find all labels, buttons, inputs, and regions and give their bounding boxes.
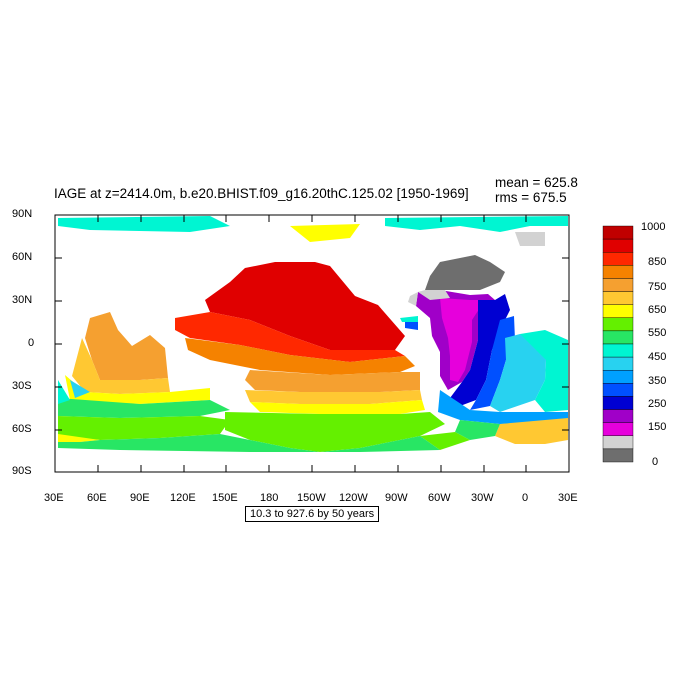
colorbar-box: [602, 278, 634, 292]
lon-label: 30W: [471, 492, 494, 504]
lat-label-60s: 60S: [12, 423, 32, 435]
lat-label-eq: 0: [28, 337, 35, 349]
lat-label-30s: 30S: [12, 380, 32, 392]
lon-label: 0: [522, 492, 529, 504]
plot-title: IAGE at z=2414.0m, b.e20.BHIST.f09_g16.2…: [54, 186, 469, 201]
lon-label: 150W: [297, 492, 326, 504]
lon-label: 90W: [385, 492, 408, 504]
colorbar-box: [602, 291, 634, 305]
colorbar-box: [602, 252, 634, 266]
colorbar-label: 350: [648, 375, 667, 387]
colorbar-box: [602, 304, 634, 318]
colorbar-box: [602, 238, 634, 253]
colorbar-box: [602, 330, 634, 345]
colorbar-label: 850: [648, 256, 667, 268]
colorbar-label: 650: [648, 304, 667, 316]
lon-label: 60W: [428, 492, 451, 504]
lon-label: 60E: [87, 492, 107, 504]
range-label: 10.3 to 927.6 by 50 years: [245, 506, 380, 522]
colorbar-box: [602, 396, 634, 410]
colorbar-box: [602, 356, 634, 371]
colorbar-label: 150: [648, 421, 667, 433]
rms-value: rms = 675.5: [495, 190, 567, 205]
ocean-field: [58, 216, 568, 452]
colorbar-label: 750: [648, 281, 667, 293]
colorbar-label: 1000: [641, 221, 666, 233]
lon-label: 120E: [170, 492, 196, 504]
lon-label: 120W: [339, 492, 368, 504]
lat-ticks: [55, 214, 569, 473]
colorbar-box: [602, 265, 634, 279]
colorbar-box: [602, 225, 634, 240]
colorbar-label: 550: [648, 327, 667, 339]
colorbar-box: [602, 409, 634, 423]
lon-label: 180: [260, 492, 279, 504]
mean-value: mean = 625.8: [495, 175, 578, 190]
colorbar-box: [602, 422, 634, 436]
lon-ticks: [54, 215, 570, 472]
lon-label: 30E: [558, 492, 578, 504]
lon-label: 30E: [44, 492, 64, 504]
lat-label-30n: 30N: [12, 294, 33, 306]
colorbar-box: [602, 370, 634, 384]
lat-label-60n: 60N: [12, 251, 33, 263]
colorbar-box: [602, 343, 634, 358]
colorbar-label: 450: [648, 351, 667, 363]
colorbar-box: [602, 383, 634, 397]
colorbar: [602, 225, 634, 463]
lat-label-90s: 90S: [12, 465, 32, 477]
lat-label-90n: 90N: [12, 208, 33, 220]
lon-label: 90E: [130, 492, 150, 504]
colorbar-box: [602, 448, 634, 463]
colorbar-box: [602, 435, 634, 450]
lon-label: 150E: [212, 492, 238, 504]
colorbar-label: 0: [652, 456, 659, 468]
colorbar-label: 250: [648, 398, 667, 410]
colorbar-box: [602, 317, 634, 332]
